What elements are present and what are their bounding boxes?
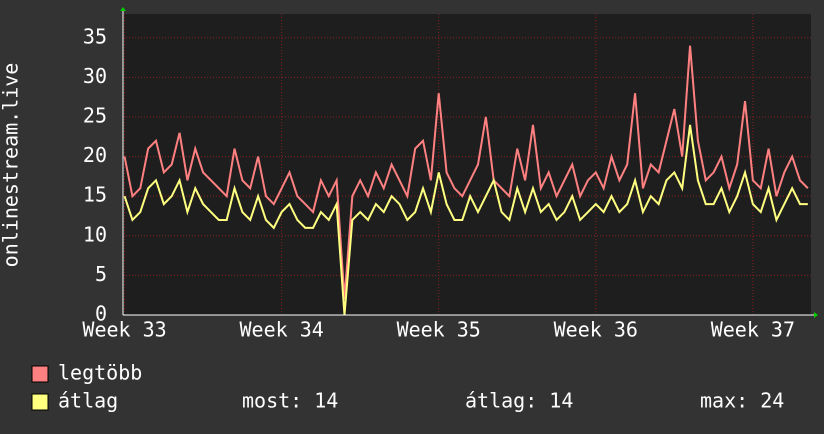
series-line (123, 45, 809, 300)
legend-stat: átlag: 14 (465, 389, 573, 413)
series-line (123, 124, 808, 316)
legend-swatch (31, 393, 49, 411)
y-tick-label: 20 (83, 143, 107, 167)
x-tick-label: Week 35 (397, 318, 481, 342)
x-tick-label: Week 37 (711, 318, 795, 342)
legend-swatch (31, 365, 49, 383)
x-tick-label: Week 36 (554, 318, 638, 342)
axis-arrow (120, 7, 126, 11)
y-tick-label: 25 (83, 103, 107, 127)
legend-stat: max: 24 (700, 389, 784, 413)
y-tick-label: 0 (95, 302, 107, 326)
x-tick-label: Week 33 (82, 318, 166, 342)
y-axis-label: onlinestream.live (0, 63, 23, 268)
y-tick-label: 10 (83, 222, 107, 246)
axis-arrow (814, 312, 818, 318)
y-tick-label: 15 (83, 183, 107, 207)
legend-stat: most: 14 (242, 389, 338, 413)
legend-label: átlag (58, 389, 118, 413)
y-tick-label: 35 (83, 24, 107, 48)
plot-area (123, 14, 811, 315)
y-tick-label: 30 (83, 64, 107, 88)
x-tick-label: Week 34 (239, 318, 323, 342)
y-tick-label: 5 (95, 262, 107, 286)
legend-label: legtöbb (58, 361, 142, 385)
